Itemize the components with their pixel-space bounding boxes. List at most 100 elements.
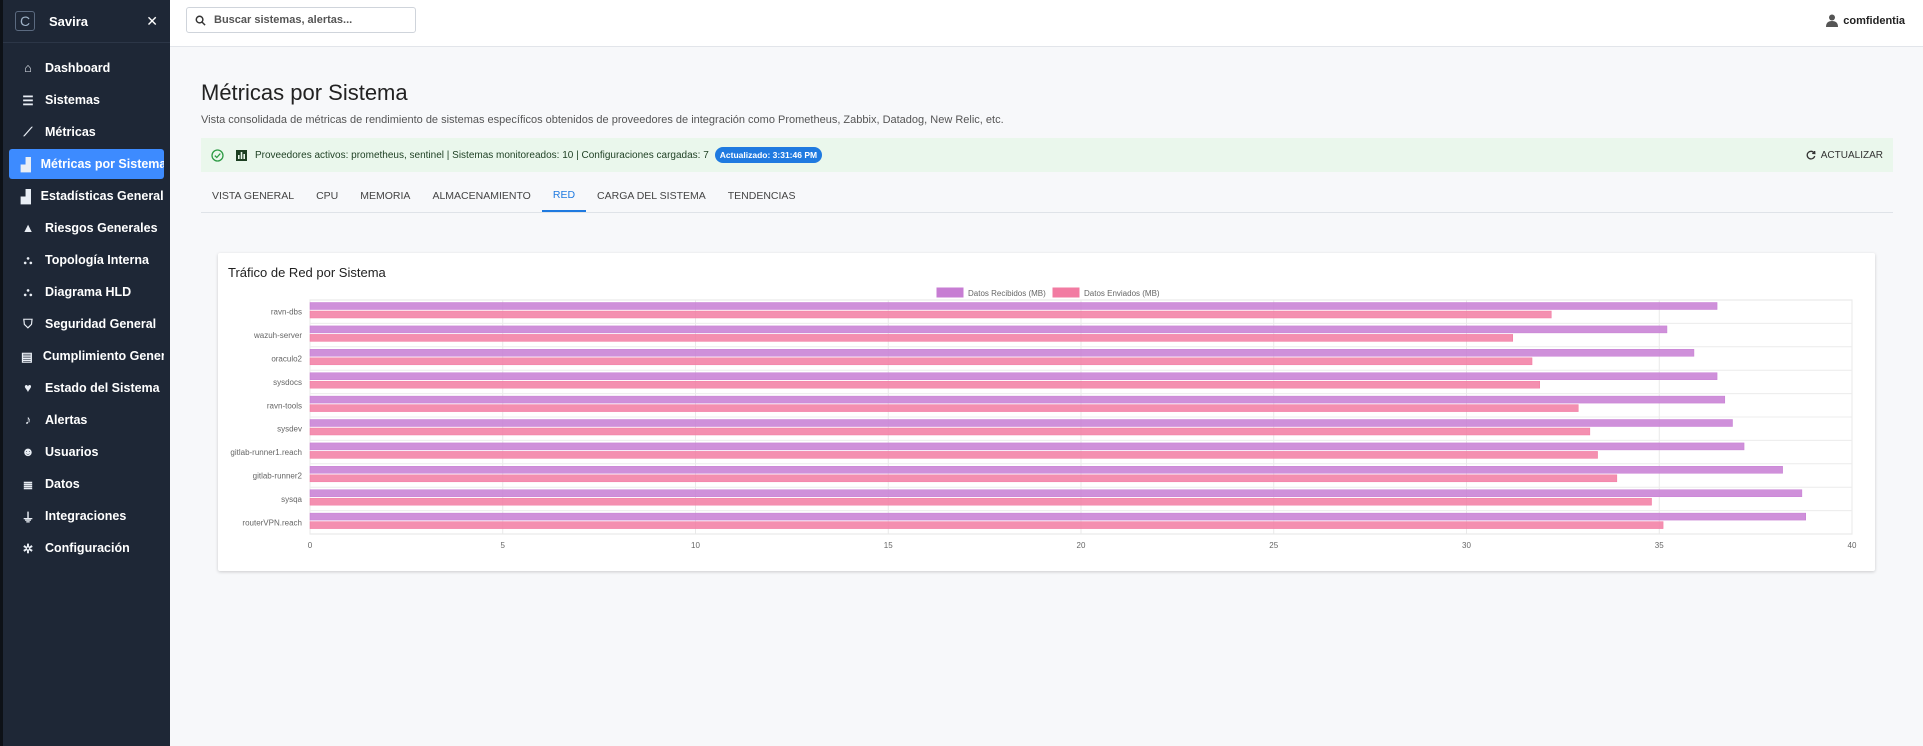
sidebar-item-alertas[interactable]: ♪ Alertas <box>9 405 164 435</box>
bar-sent <box>309 497 1652 506</box>
bar-received <box>309 489 1803 497</box>
sidebar-item-usuarios[interactable]: ☻ Usuarios <box>9 437 164 467</box>
bar-received <box>309 372 1718 380</box>
y-tick-label: sysdev <box>277 425 302 434</box>
bar-received <box>309 512 1806 521</box>
sidebar-item-topología-interna[interactable]: ⛬ Topología Interna <box>9 245 164 275</box>
tab-red[interactable]: RED <box>541 180 587 212</box>
sidebar-item-label: Cumplimiento General <box>42 349 164 363</box>
close-icon[interactable]: ✕ <box>146 12 158 29</box>
network-icon: ⛬ <box>23 252 33 267</box>
bar-received <box>309 395 1726 404</box>
bar-sent <box>309 310 1552 319</box>
clipboard-icon: ▤ <box>21 349 33 364</box>
sidebar-item-label: Seguridad General <box>45 317 157 331</box>
line-chart-icon: ⟋ <box>23 124 33 139</box>
tab-carga-del-sistema[interactable]: CARGA DEL SISTEMA <box>597 190 706 202</box>
bar-received <box>309 349 1695 357</box>
search-input[interactable] <box>212 13 406 27</box>
bar-received <box>309 442 1745 451</box>
sidebar-item-label: Configuración <box>45 541 130 555</box>
y-tick-label: oraculo2 <box>271 355 302 364</box>
legend-label: Datos Enviados (MB) <box>1084 289 1160 298</box>
bar-sent <box>309 451 1598 459</box>
network-traffic-chart: 0 5 10 15 20 25 30 35 40 Datos Recibidos (MB) Dato… <box>230 287 1857 550</box>
search-icon <box>195 15 206 26</box>
y-tick-label: ravn-tools <box>267 401 302 410</box>
x-tick-label: 5 <box>501 541 506 550</box>
y-tick-label: wazuh-server <box>253 331 302 340</box>
app-logo-icon: C <box>15 11 35 31</box>
main-content: Métricas por Sistema Vista consolidada d… <box>201 46 1893 571</box>
status-bar: Proveedores activos: prometheus, sentine… <box>201 138 1893 172</box>
users-icon: ☻ <box>21 445 35 459</box>
y-tick-label: gitlab-runner1.reach <box>230 448 302 457</box>
plug-icon: ⏚ <box>21 510 35 525</box>
user-menu[interactable]: comfidentia <box>1826 14 1905 27</box>
shield-icon: ⛉ <box>23 316 33 331</box>
sidebar-item-configuración[interactable]: ✲ Configuración <box>9 533 164 563</box>
area-chart-icon: ▟ <box>21 157 31 172</box>
sidebar-item-sistemas[interactable]: ☰ Sistemas <box>9 85 164 115</box>
sidebar-item-dashboard[interactable]: ⌂ Dashboard <box>9 53 164 83</box>
sidebar-item-label: Usuarios <box>45 445 99 459</box>
bar-sent <box>309 404 1579 412</box>
sidebar-item-diagrama-hld[interactable]: ⛬ Diagrama HLD <box>9 277 164 307</box>
x-tick-label: 35 <box>1655 541 1664 550</box>
refresh-label: ACTUALIZAR <box>1820 149 1883 161</box>
bar-received <box>309 419 1733 427</box>
sidebar-item-cumplimiento-general[interactable]: ▤ Cumplimiento General <box>9 341 164 371</box>
x-tick-label: 10 <box>691 541 700 550</box>
x-tick-label: 30 <box>1462 541 1471 550</box>
bar-sent <box>309 334 1514 342</box>
refresh-button[interactable]: ACTUALIZAR <box>1806 150 1883 161</box>
bar-sent <box>309 357 1533 366</box>
sidebar-item-datos[interactable]: ≣ Datos <box>9 469 164 499</box>
sidebar-item-estadísticas-generales[interactable]: ▟ Estadísticas Generales <box>9 181 164 211</box>
y-tick-label: gitlab-runner2 <box>253 472 303 481</box>
tab-vista-general[interactable]: VISTA GENERAL <box>212 190 295 202</box>
updated-badge: Actualizado: 3:31:46 PM <box>714 147 823 163</box>
sidebar-item-label: Estado del Sistema <box>45 381 160 395</box>
sidebar-item-estado-del-sistema[interactable]: ♥ Estado del Sistema <box>9 373 164 403</box>
sidebar-item-label: Métricas <box>45 125 96 139</box>
bar-received <box>309 466 1783 474</box>
sidebar-item-riesgos-generales[interactable]: ▲ Riesgos Generales <box>9 213 164 243</box>
y-tick-label: ravn-dbs <box>271 308 302 317</box>
home-icon: ⌂ <box>24 61 32 75</box>
bar-sent <box>309 380 1540 389</box>
network-icon: ⛬ <box>23 284 33 299</box>
user-name: comfidentia <box>1843 14 1905 27</box>
x-tick-label: 20 <box>1077 541 1086 550</box>
refresh-icon <box>1806 150 1816 160</box>
sidebar-item-label: Dashboard <box>45 61 111 75</box>
tab-cpu[interactable]: CPU <box>316 190 339 202</box>
search-box[interactable] <box>186 7 416 33</box>
bar-sent <box>309 474 1618 483</box>
sidebar-item-métricas[interactable]: ⟋ Métricas <box>9 117 164 147</box>
sidebar-item-métricas-por-sistema[interactable]: ▟ Métricas por Sistema <box>9 149 164 179</box>
sidebar-item-label: Integraciones <box>45 509 127 523</box>
tab-tendencias[interactable]: TENDENCIAS <box>727 190 796 202</box>
chart-title: Tráfico de Red por Sistema <box>228 265 386 280</box>
sidebar-item-seguridad-general[interactable]: ⛉ Seguridad General <box>9 309 164 339</box>
sidebar-item-integraciones[interactable]: ⏚ Integraciones <box>9 501 164 531</box>
server-icon: ☰ <box>22 93 34 108</box>
tab-memoria[interactable]: MEMORIA <box>360 190 411 202</box>
y-tick-label: sysdocs <box>273 378 302 387</box>
sidebar-item-label: Diagrama HLD <box>45 285 132 299</box>
y-tick-label: routerVPN.reach <box>242 518 302 527</box>
tab-bar: VISTA GENERAL CPU MEMORIA ALMACENAMIENTO RED… <box>201 180 1893 213</box>
legend-label: Datos Recibidos (MB) <box>968 289 1046 298</box>
x-tick-label: 15 <box>884 541 893 550</box>
sidebar-item-label: Estadísticas Generales <box>40 189 164 203</box>
brand-name: Savira <box>49 13 89 29</box>
bar-sent <box>309 521 1664 529</box>
heartbeat-icon: ♥ <box>24 381 32 395</box>
sidebar-nav: ⌂ Dashboard ☰ Sistemas ⟋ Métricas ▟ Métricas po… <box>3 43 170 563</box>
tab-almacenamiento[interactable]: ALMACENAMIENTO <box>432 190 531 202</box>
sidebar-item-label: Datos <box>45 477 80 491</box>
gear-icon: ✲ <box>22 541 34 556</box>
warning-icon: ▲ <box>21 221 35 235</box>
sidebar: C Savira ✕ ⌂ Dashboard ☰ Sistemas ⟋ Métricas ▟… <box>0 0 170 746</box>
